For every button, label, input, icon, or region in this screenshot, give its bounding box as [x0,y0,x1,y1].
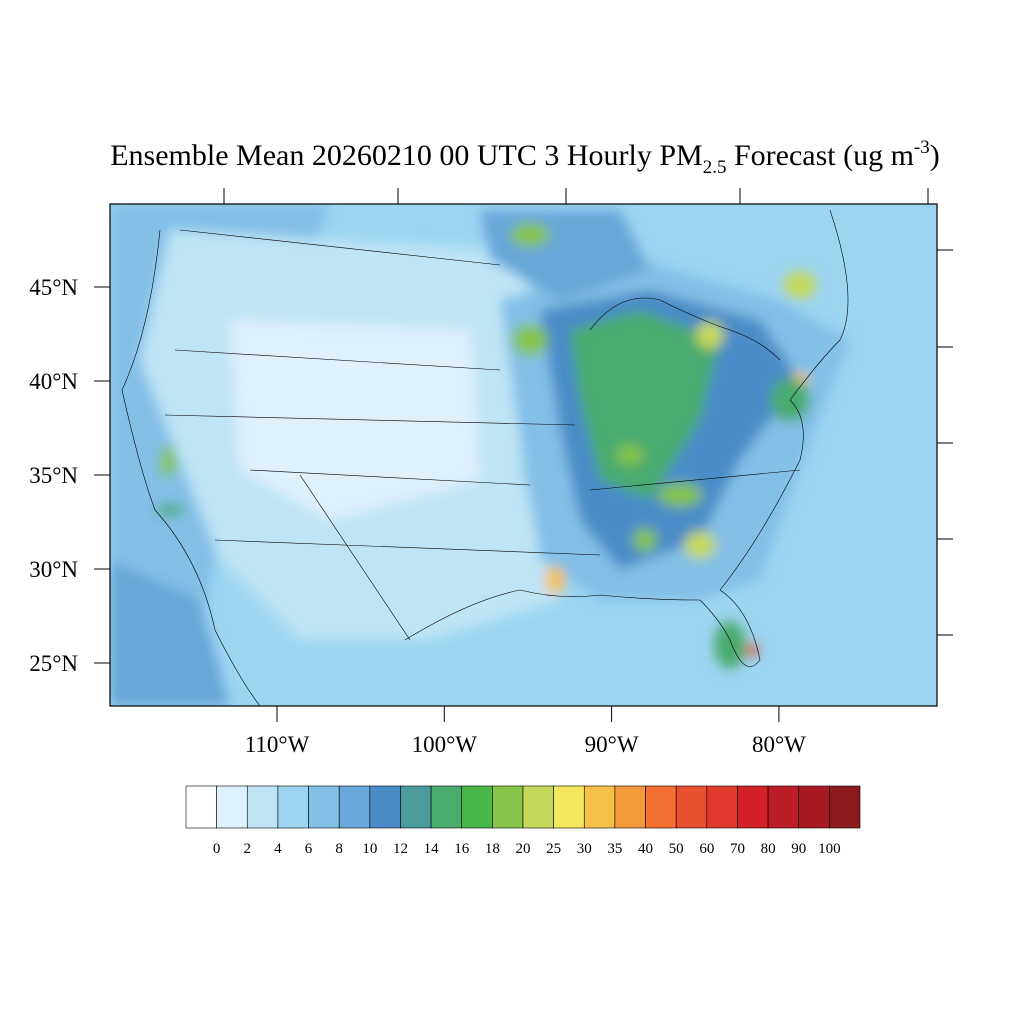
title: Ensemble Mean 20260210 00 UTC 3 Hourly P… [110,137,940,178]
lat-label: 45°N [29,275,78,300]
colorbar-label: 2 [244,841,252,857]
colorbar-label: 8 [335,841,343,857]
colorbar-box [553,785,585,829]
title-main: Ensemble Mean 20260210 00 UTC 3 Hourly P… [110,139,702,172]
colorbar-box [216,785,248,829]
colorbar-box [492,785,524,829]
lat-label: 35°N [29,463,78,488]
colorbar-box [430,785,463,829]
frame-ticks [223,188,953,636]
colorbar-box [277,785,309,829]
colorbar-box [461,785,493,829]
colorbar-label: 6 [305,841,313,857]
colorbar-label: 10 [362,841,377,857]
colorbar-label: 20 [516,841,531,857]
colorbar-box [308,785,340,829]
title-end: ) [930,139,940,172]
colorbar-box [798,785,830,829]
colorbar-box [369,785,401,829]
colorbar-label: 25 [546,841,561,857]
title-subscript: 2.5 [703,157,727,178]
colorbar-label: 4 [274,841,282,857]
colorbar-label: 100 [818,841,841,857]
lat-label: 30°N [29,557,78,582]
boundaries [121,209,849,706]
colorbar: 0 2 4 6 8 10 12 14 16 18 20 25 30 35 40 50 60 70 80 90 100 [185,785,861,857]
lon-label: 100°W [412,732,478,757]
colorbar-label: 30 [577,841,592,857]
colorbar-label: 70 [730,841,745,857]
colorbar-label: 16 [454,841,470,857]
lat-label: 25°N [29,651,78,676]
colorbar-label: 50 [669,841,684,857]
lon-label: 110°W [245,732,310,757]
colorbar-label: 80 [761,841,776,857]
colorbar-box [522,785,554,829]
colorbar-label: 90 [791,841,806,857]
lat-label: 40°N [29,369,78,394]
colorbar-box [583,785,616,829]
axes: 25°N 30°N 35°N 40°N 45°N 110°W 100°W 90°W 80°W [29,275,806,757]
colorbar-box [706,785,738,829]
title-superscript: -3 [914,137,930,158]
map-field [110,204,937,706]
colorbar-box [614,785,646,829]
lon-label: 90°W [585,732,639,757]
colorbar-box [246,785,279,829]
map-frame [109,203,938,707]
colorbar-box [185,785,217,829]
colorbar-box [400,785,432,829]
colorbar-label: 60 [699,841,714,857]
colorbar-label: 0 [213,841,221,857]
colorbar-label: 18 [485,841,500,857]
colorbar-box [338,785,371,829]
colorbar-box [829,785,861,829]
colorbar-box [767,785,800,829]
colorbar-label: 35 [607,841,622,857]
title-middle: Forecast (ug m [726,139,913,172]
colorbar-label: 14 [424,841,440,857]
colorbar-box [737,785,769,829]
colorbar-label: 40 [638,841,653,857]
colorbar-box [645,785,677,829]
colorbar-label: 12 [393,841,408,857]
lon-label: 80°W [752,732,806,757]
colorbar-box [675,785,708,829]
